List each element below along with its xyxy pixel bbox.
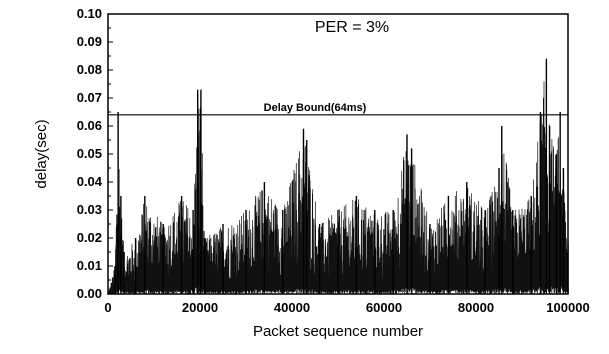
y-tick-label: 0.03 — [77, 202, 102, 217]
y-tick-label: 0.09 — [77, 34, 102, 49]
x-tick-label: 80000 — [458, 300, 494, 315]
chart-annotation: PER = 3% — [315, 19, 389, 36]
x-tick-label: 40000 — [274, 300, 310, 315]
y-axis-label: delay(sec) — [33, 119, 50, 188]
x-tick-label: 0 — [104, 300, 111, 315]
x-tick-label: 60000 — [366, 300, 402, 315]
series-layer — [114, 58, 569, 294]
y-tick-label: 0.08 — [77, 62, 102, 77]
y-tick-label: 0.01 — [77, 258, 102, 273]
x-tick-label: 20000 — [182, 300, 218, 315]
x-axis-label: Packet sequence number — [253, 323, 423, 340]
y-tick-label: 0.04 — [77, 174, 103, 189]
tick-layer: 0.00 0.01 0.02 0.03 0.04 0.05 0.06 0.07 0.08 0.09… — [77, 6, 590, 315]
y-tick-label: 0.06 — [77, 118, 102, 133]
y-tick-label: 0.02 — [77, 230, 102, 245]
y-tick-label: 0.07 — [77, 90, 102, 105]
y-tick-label: 0.00 — [77, 286, 102, 301]
delay-bound-label: Delay Bound(64ms) — [264, 102, 367, 114]
y-tick-label: 0.10 — [77, 6, 102, 21]
x-tick-label: 100000 — [546, 300, 589, 315]
y-tick-label: 0.05 — [77, 146, 102, 161]
